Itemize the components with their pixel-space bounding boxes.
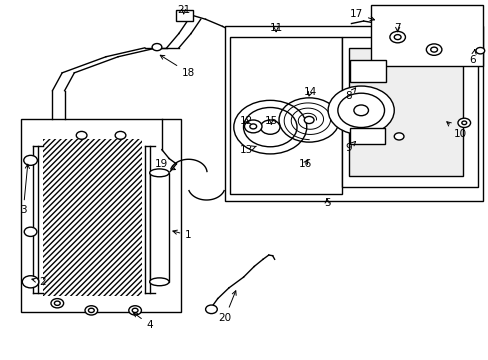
Circle shape [115,131,125,139]
Text: 19: 19 [155,159,175,170]
Text: 9: 9 [345,141,355,153]
Circle shape [244,120,262,133]
Circle shape [393,35,400,40]
Circle shape [389,31,405,43]
Text: 16: 16 [298,159,311,169]
Circle shape [353,105,368,116]
Circle shape [51,298,63,308]
Circle shape [24,156,37,165]
Ellipse shape [149,169,169,177]
Text: 2: 2 [32,277,46,287]
Circle shape [233,100,306,154]
Bar [348,48,462,176]
Circle shape [426,44,441,55]
Text: 5: 5 [323,198,330,208]
Bar [42,139,142,296]
Text: 4: 4 [133,313,153,330]
Circle shape [205,305,217,314]
Circle shape [304,116,313,123]
Text: 20: 20 [218,291,236,323]
Bar [229,37,341,194]
Circle shape [22,276,39,288]
Bar [370,5,482,66]
Bar [21,119,181,312]
Text: 10: 10 [446,122,467,139]
Text: 21: 21 [177,5,190,15]
Text: 18: 18 [160,55,195,78]
Bar [350,60,385,82]
Bar [149,173,169,282]
Circle shape [260,120,280,134]
Bar [350,128,384,144]
Ellipse shape [149,278,169,286]
Text: 14: 14 [303,87,316,98]
Text: 6: 6 [469,50,475,65]
Circle shape [393,133,403,140]
Text: 15: 15 [264,116,277,126]
Circle shape [128,306,141,315]
Circle shape [88,308,94,312]
Text: 1: 1 [172,230,191,240]
Text: 12: 12 [240,116,253,126]
Circle shape [457,118,469,127]
Circle shape [54,301,60,305]
Text: 8: 8 [345,88,355,101]
Circle shape [249,124,256,129]
Circle shape [327,86,393,135]
Circle shape [132,308,138,312]
Bar [224,26,482,202]
Text: 7: 7 [393,23,400,33]
Circle shape [475,48,484,54]
Circle shape [430,47,437,52]
Text: 17: 17 [349,9,374,21]
Circle shape [76,131,87,139]
Circle shape [24,227,37,237]
Text: 11: 11 [269,23,282,33]
Bar [176,10,193,21]
Circle shape [152,44,162,51]
Circle shape [461,121,466,125]
Circle shape [85,306,98,315]
Text: 13: 13 [240,145,256,155]
Text: 3: 3 [20,164,29,215]
Bar [341,37,477,187]
